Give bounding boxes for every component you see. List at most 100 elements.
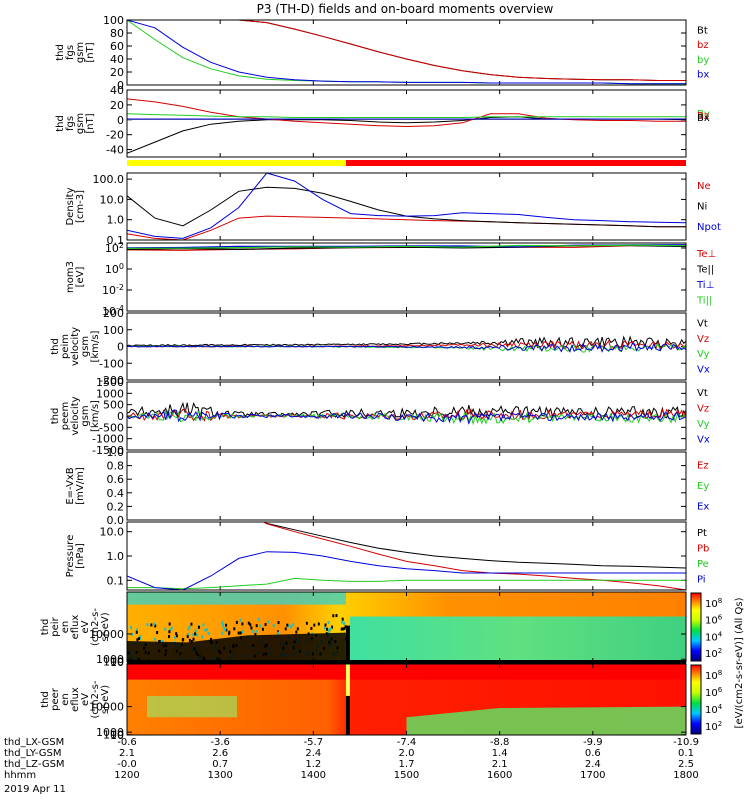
series-group — [127, 401, 686, 426]
x-tick-label: -10.9 — [673, 737, 699, 748]
data-gap — [345, 625, 350, 662]
x-tick-label: -0.0 — [117, 759, 137, 770]
spectrogram-speck — [313, 623, 316, 627]
spectrogram-speck — [241, 630, 244, 634]
series-group — [127, 522, 686, 590]
y-tick-label: 1500 — [96, 376, 124, 389]
y-axis-label: thd — [50, 338, 61, 355]
y-axis-label: [nT] — [85, 42, 96, 62]
y-axis-label: Density — [65, 187, 76, 225]
x-row-label: hhmm — [4, 770, 36, 781]
spectrogram-speck — [286, 623, 289, 627]
x-tick-label: 1600 — [487, 770, 512, 781]
y-axis-label: en — [60, 621, 71, 634]
spectrogram-speck — [161, 639, 164, 643]
spectrogram-speck — [328, 628, 331, 632]
legend-entry: Bx — [697, 113, 710, 124]
ylabel-group: Pressure [nPa] — [65, 535, 86, 578]
legend-entry: Npot — [697, 222, 721, 233]
spectrogram-speck — [327, 621, 330, 625]
legend-entry: bx — [697, 70, 709, 81]
y-axis-label: [km/s] — [90, 330, 101, 362]
y-tick-label: 0.0 — [107, 514, 125, 527]
y-tick-label: 40 — [110, 53, 124, 66]
spectrogram-speck — [192, 633, 195, 637]
spectrogram-speck — [187, 632, 190, 636]
x-tick-label: 0.6 — [585, 748, 601, 759]
spectrogram-speck — [332, 614, 335, 618]
spectrogram-speck — [156, 631, 159, 635]
legend-entry: Vx — [697, 364, 710, 375]
y-tick-label: 80 — [110, 27, 124, 40]
spectrogram-speck — [221, 621, 224, 625]
spectrogram-speck — [239, 631, 242, 635]
series-line — [127, 577, 686, 590]
y-axis-label: gsm — [75, 42, 86, 63]
y-axis-label: gsm — [80, 336, 91, 357]
y-tick-label: 100 — [103, 656, 124, 669]
series-line — [127, 409, 686, 425]
spectrogram-speck — [291, 623, 294, 627]
legend-entry: Pt — [697, 528, 707, 539]
series-line — [127, 551, 686, 590]
series-group — [127, 335, 686, 353]
spectrogram-speck — [139, 635, 142, 639]
y-tick-label: 100.0 — [93, 173, 125, 186]
spectrogram-speck — [175, 632, 178, 636]
x-tick-label: 2.5 — [678, 759, 694, 770]
panel-frame — [126, 451, 687, 521]
colorbar-tick-label: 108 — [705, 597, 722, 610]
legend-entry: Pi — [697, 574, 706, 585]
spectrogram-speck — [290, 625, 293, 629]
spectrogram-fill — [147, 695, 237, 718]
ylabel-group: thd peir en eflux eV (cm2-s-sr-eV) — [40, 608, 111, 646]
x-row-label: thd_LX-GSM — [4, 737, 64, 748]
y-tick-label: 0.8 — [107, 460, 125, 473]
ylabel-group: thd peer en eflux eV (cm2-s-sr-eV) — [40, 680, 111, 718]
spectrogram-fill — [127, 632, 346, 662]
mode-bar-segment — [345, 160, 686, 166]
x-tick-label: 2.1 — [119, 748, 135, 759]
spectrogram-speck — [170, 626, 173, 630]
spectrogram-speck — [228, 630, 231, 634]
ylabel-group: mom3 [eV] — [65, 261, 86, 293]
x-tick-label: 1.2 — [305, 759, 321, 770]
y-axis-label: E=-VxB — [65, 467, 76, 504]
spectrogram-fill — [127, 664, 686, 680]
panel-frame — [126, 242, 687, 312]
y-tick-label: 0 — [117, 79, 124, 92]
spectrogram-speck — [255, 624, 258, 628]
spectrogram-speck — [158, 640, 161, 644]
colorbar-tick-label: 108 — [705, 669, 722, 682]
spectrogram-speck — [207, 631, 210, 635]
mode-bar-segment — [127, 160, 346, 166]
x-row-label: 2019 Apr 11 — [4, 784, 66, 795]
y-tick-label: 0.1 — [107, 574, 125, 587]
spectrogram-speck — [254, 632, 257, 636]
x-tick-label: 1.7 — [399, 759, 415, 770]
spectrogram-speck — [323, 626, 326, 630]
y-axis-label: eV — [80, 620, 91, 633]
spectrogram-speck — [272, 624, 275, 628]
x-tick-label: -3.6 — [210, 737, 230, 748]
legend-entry: Te⊥ — [696, 249, 716, 260]
spectrogram-speck — [204, 628, 207, 632]
series-group — [127, 173, 686, 240]
spectrogram-speck — [130, 626, 133, 630]
y-axis-label: [eV] — [75, 267, 86, 288]
panel-frame — [126, 19, 687, 86]
y-tick-label: 20 — [110, 66, 124, 79]
plot-title: P3 (TH-D) fields and on-board moments ov… — [257, 2, 554, 16]
y-axis-label: eflux — [70, 687, 81, 712]
spectrogram-speck — [169, 628, 172, 632]
colorbar-label-group: [eV/(cm2-s-sr-eV)] (All Qs) — [734, 597, 745, 728]
spectrogram-speck — [257, 617, 260, 621]
legend-entry: Vz — [697, 334, 709, 345]
spectrogram-speck — [186, 635, 189, 639]
spectrogram-speck — [131, 632, 134, 636]
x-tick-label: -7.4 — [397, 737, 417, 748]
spectrogram-speck — [317, 622, 320, 626]
y-axis-label: [cm-3] — [75, 190, 86, 223]
colorbar-tick-label: 104 — [705, 703, 723, 716]
